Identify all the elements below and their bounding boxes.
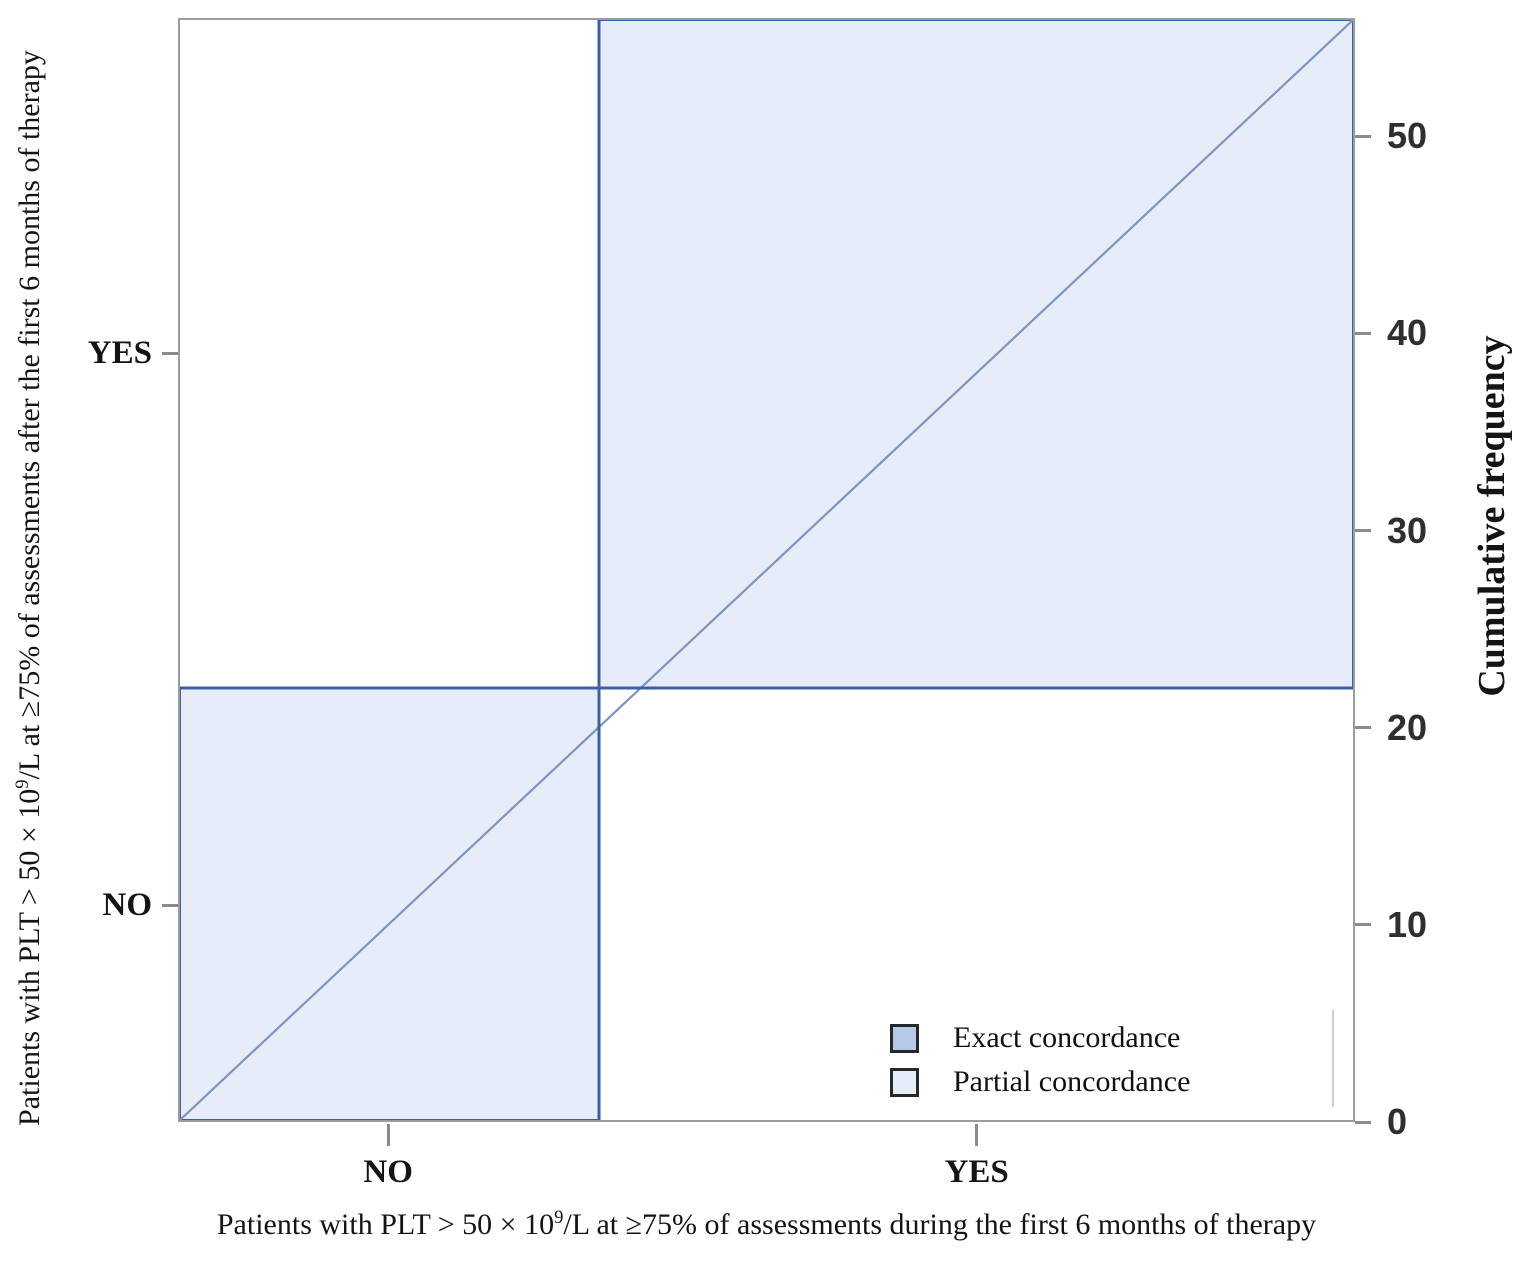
y-axis-label: Patients with PLT > 50 × 109/L at ≥75% o… — [8, 0, 52, 1238]
x-axis-label-superscript: 9 — [554, 1207, 564, 1228]
right-axis-tick — [1355, 331, 1371, 335]
right-axis-tick — [1355, 726, 1371, 730]
legend-label-partial: Partial concordance — [953, 1065, 1191, 1098]
right-axis-tick-label: 10 — [1387, 903, 1428, 945]
identity-diagonal-line — [180, 20, 1353, 1120]
exact-concordance-swatch-icon — [890, 1023, 919, 1053]
x-tick-label-yes: YES — [944, 1154, 1009, 1190]
legend-item-exact: Exact concordance — [890, 1016, 1190, 1060]
x-axis-tick — [386, 1124, 390, 1146]
x-axis-tick — [975, 1124, 979, 1146]
y-axis-label-text-cont: /L at ≥75% of assessments after the firs… — [13, 50, 46, 780]
legend: Exact concordance Partial concordance — [890, 1016, 1190, 1104]
right-axis-tick — [1355, 923, 1371, 927]
x-axis-label-text-cont: /L at ≥75% of assessments during the fir… — [563, 1208, 1317, 1241]
right-axis-label: Cumulative frequency — [1471, 335, 1513, 697]
right-axis-tick-label: 0 — [1387, 1101, 1408, 1142]
partial-concordance-rect-NO — [180, 686, 600, 1120]
x-tick-label-no: NO — [363, 1154, 413, 1190]
right-axis-tick — [1355, 134, 1371, 138]
partial-concordance-swatch-icon — [890, 1067, 919, 1097]
right-axis-tick-label: 40 — [1387, 312, 1428, 354]
y-axis-tick — [162, 903, 178, 907]
right-axis-tick — [1355, 529, 1371, 533]
x-axis-label-text: Patients with PLT > 50 × 10 — [216, 1208, 555, 1241]
y-axis-label-text: Patients with PLT > 50 × 10 — [13, 788, 46, 1126]
legend-item-partial: Partial concordance — [890, 1060, 1190, 1104]
y-axis-label-superscript: 9 — [12, 779, 33, 789]
right-axis-tick — [1355, 1120, 1371, 1124]
y-axis-tick — [162, 351, 178, 355]
y-tick-label-yes: YES — [87, 335, 152, 372]
right-axis-tick-label: 20 — [1387, 706, 1428, 748]
plot-area — [178, 18, 1355, 1122]
legend-box-edge — [1332, 1010, 1334, 1107]
y-tick-label-no: NO — [102, 887, 153, 924]
concordance-plot-svg — [180, 20, 1353, 1120]
x-axis-label: Patients with PLT > 50 × 109/L at ≥75% o… — [140, 1208, 1393, 1242]
legend-label-exact: Exact concordance — [953, 1021, 1181, 1054]
right-axis-tick-label: 30 — [1387, 509, 1428, 551]
right-axis-tick-label: 50 — [1387, 115, 1428, 157]
partial-concordance-rect-YES — [597, 20, 1353, 689]
